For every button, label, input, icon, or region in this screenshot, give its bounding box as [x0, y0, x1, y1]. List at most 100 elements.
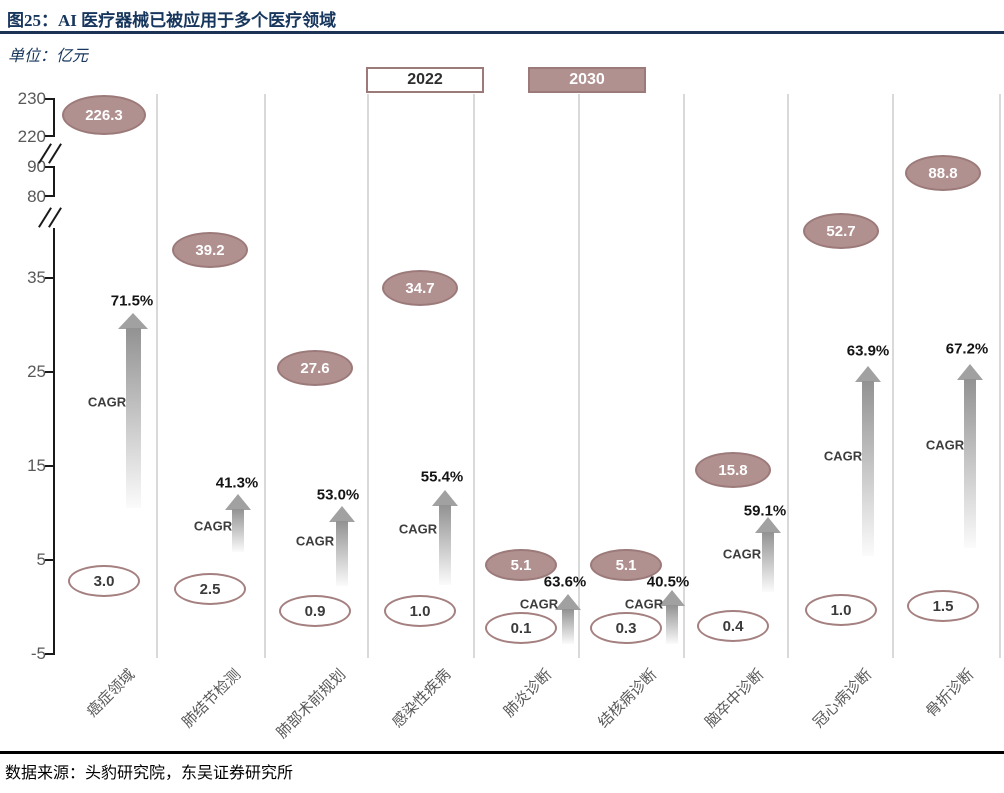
y-axis-line [53, 228, 55, 655]
cagr-arrow-head [555, 594, 581, 610]
chart-gridline [473, 94, 475, 658]
bubble-2022: 1.5 [907, 590, 979, 622]
bubble-2030: 27.6 [277, 350, 353, 386]
cagr-arrow-shaft [336, 521, 348, 586]
y-axis-tick-label: 220 [17, 127, 46, 146]
cagr-percent-label: 63.6% [543, 573, 587, 591]
chart-gridline [999, 94, 1001, 658]
bubble-2030: 15.8 [695, 452, 771, 488]
bubble-2030: 88.8 [905, 155, 981, 191]
y-axis-tick-label: 80 [27, 187, 46, 206]
y-axis-tick [45, 195, 54, 197]
cagr-percent-label: 53.0% [316, 486, 360, 504]
cagr-percent-label: 41.3% [215, 474, 259, 492]
bubble-2022: 0.4 [697, 610, 769, 642]
cagr-arrow-head [957, 364, 983, 380]
figure-title: 图25：AI 医疗器械已被应用于多个医疗领域 [7, 11, 337, 30]
chart-gridline [787, 94, 789, 658]
cagr-arrow-shaft [562, 609, 574, 644]
chart-gridline [367, 94, 369, 658]
cagr-arrow-head [659, 590, 685, 606]
category-label: 感染性疾病 [389, 666, 455, 732]
legend-2030-label: 2030 [569, 71, 605, 88]
category-label: 肺结节检测 [179, 666, 245, 732]
cagr-arrow-shaft [762, 532, 774, 592]
cagr-percent-label: 59.1% [743, 502, 787, 520]
cagr-label: CAGR [295, 533, 335, 549]
cagr-label: CAGR [722, 546, 762, 562]
bubble-2022: 2.5 [174, 573, 246, 605]
source-note: 数据来源：头豹研究院，东吴证券研究所 [5, 765, 294, 782]
category-label: 结核病诊断 [595, 666, 661, 732]
bubble-2030: 34.7 [382, 270, 458, 306]
bubble-2030: 5.1 [590, 549, 662, 581]
category-label: 冠心病诊断 [810, 666, 876, 732]
cagr-arrow-shaft [126, 328, 141, 508]
bubble-2022: 0.3 [590, 612, 662, 644]
legend-item-2022: 2022 [366, 67, 484, 93]
cagr-percent-label: 67.2% [945, 340, 989, 358]
cagr-percent-label: 71.5% [110, 292, 154, 310]
cagr-arrow-head [755, 517, 781, 533]
cagr-label: CAGR [519, 596, 559, 612]
title-rule [0, 31, 1004, 34]
y-axis-tick [45, 371, 54, 373]
y-axis-tick [45, 98, 54, 100]
bubble-2030: 5.1 [485, 549, 557, 581]
y-axis-tick-label: 90 [27, 157, 46, 176]
y-axis-tick [45, 465, 54, 467]
bubble-2022: 1.0 [805, 594, 877, 626]
y-axis-tick [45, 277, 54, 279]
y-axis-tick [45, 653, 54, 655]
cagr-label: CAGR [193, 518, 233, 534]
cagr-arrow-shaft [439, 505, 451, 585]
cagr-arrow-shaft [862, 381, 874, 556]
cagr-arrow-shaft [964, 379, 976, 548]
footer-rule [0, 751, 1004, 754]
y-axis-tick-label: 230 [17, 89, 46, 108]
cagr-percent-label: 55.4% [420, 468, 464, 486]
bubble-2030: 52.7 [803, 213, 879, 249]
cagr-arrow-head [432, 490, 458, 506]
cagr-label: CAGR [87, 394, 127, 410]
cagr-arrow-head [855, 366, 881, 382]
y-axis-tick-label: 35 [27, 268, 46, 287]
category-label: 脑卒中诊断 [702, 666, 768, 732]
chart-gridline [264, 94, 266, 658]
cagr-label: CAGR [624, 596, 664, 612]
y-axis-tick-label: 5 [36, 550, 46, 569]
cagr-label: CAGR [925, 437, 965, 453]
cagr-arrow-shaft [666, 605, 678, 644]
bubble-2022: 3.0 [68, 565, 140, 597]
cagr-percent-label: 63.9% [846, 342, 890, 360]
cagr-label: CAGR [398, 521, 438, 537]
category-label: 肺部术前规划 [273, 666, 350, 742]
chart-gridline [892, 94, 894, 658]
y-axis-line [53, 98, 55, 137]
y-axis-line [53, 166, 55, 197]
y-axis-tick-label: 15 [27, 456, 46, 475]
cagr-percent-label: 40.5% [646, 573, 690, 591]
legend-item-2030: 2030 [528, 67, 646, 93]
chart-gridline [683, 94, 685, 658]
bubble-2022: 1.0 [384, 595, 456, 627]
y-axis-tick-label: 25 [27, 362, 46, 381]
bubble-2030: 39.2 [172, 232, 248, 268]
unit-label: 单位：亿元 [8, 48, 89, 65]
y-axis-tick [45, 135, 54, 137]
chart-gridline [578, 94, 580, 658]
legend-2022-label: 2022 [407, 71, 443, 88]
cagr-arrow-head [329, 506, 355, 522]
bubble-2022: 0.1 [485, 612, 557, 644]
category-label: 癌症领域 [83, 666, 139, 721]
chart-gridline [156, 94, 158, 658]
bubble-2022: 0.9 [279, 595, 351, 627]
y-axis-tick [45, 166, 54, 168]
y-axis-tick [45, 559, 54, 561]
category-label: 肺炎诊断 [500, 666, 556, 721]
y-axis-tick-label: -5 [30, 644, 46, 663]
bubble-2030: 226.3 [62, 95, 146, 135]
cagr-arrow-shaft [232, 509, 244, 552]
